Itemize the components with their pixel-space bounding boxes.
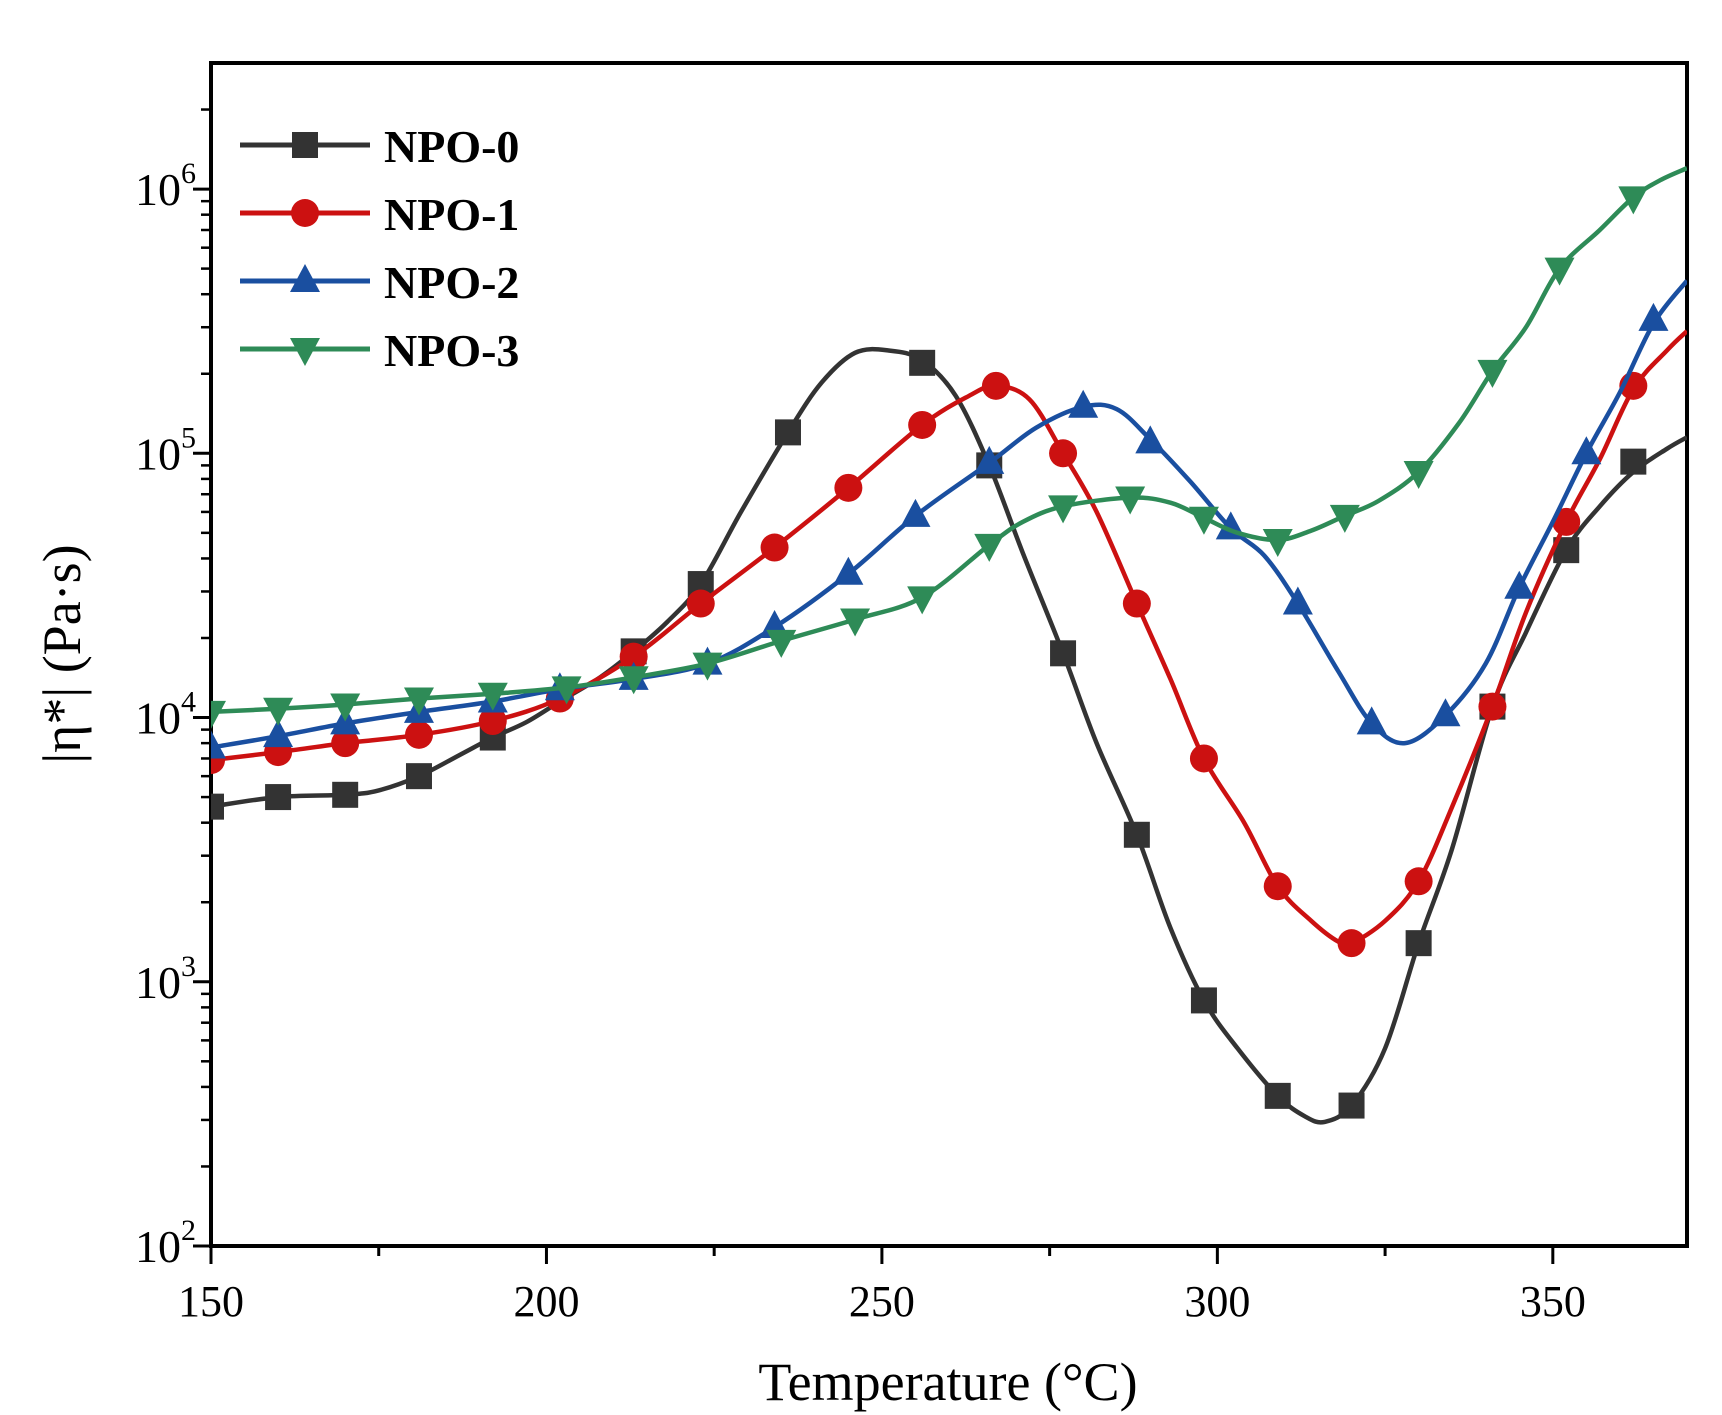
y-tick-label: 105	[135, 421, 196, 479]
data-point-npo-3	[330, 693, 361, 722]
data-point-npo-2	[1430, 698, 1461, 727]
data-point-npo-1	[760, 533, 789, 562]
data-point-npo-3	[1262, 528, 1293, 557]
legend-label: NPO-1	[384, 189, 519, 240]
data-point-npo-0	[1338, 1092, 1365, 1119]
data-point-npo-2	[263, 719, 294, 748]
data-point-npo-1	[686, 589, 715, 618]
data-point-npo-1	[1263, 872, 1292, 901]
plot-area	[209, 61, 1689, 1248]
data-point-npo-0	[1620, 448, 1647, 475]
y-tick-label: 104	[135, 686, 196, 744]
legend-item-npo-1: NPO-1	[240, 189, 519, 240]
legend-marker	[290, 338, 320, 366]
data-point-npo-1	[404, 720, 433, 749]
data-point-npo-2	[1068, 389, 1099, 418]
data-point-npo-2	[900, 498, 931, 527]
data-point-npo-1	[834, 473, 863, 502]
data-point-npo-1	[1404, 867, 1433, 896]
data-point-npo-3	[618, 666, 649, 695]
legend-item-npo-2: NPO-2	[240, 257, 519, 308]
data-point-npo-0	[774, 419, 801, 446]
data-point-npo-3	[1048, 495, 1079, 524]
data-point-npo-3	[1477, 359, 1508, 388]
x-axis-label: Temperature (°C)	[758, 1352, 1137, 1412]
legend-label: NPO-3	[384, 325, 519, 376]
legend-marker	[290, 264, 320, 292]
data-point-npo-0	[1405, 930, 1432, 957]
data-point-npo-2	[1571, 436, 1602, 465]
data-point-npo-2	[974, 445, 1005, 474]
data-point-npo-3	[211, 700, 226, 729]
data-point-npo-1	[1478, 692, 1507, 721]
data-point-npo-3	[263, 697, 294, 726]
data-point-npo-3	[403, 687, 434, 716]
data-point-npo-2	[1638, 302, 1669, 331]
legend-label: NPO-0	[384, 121, 519, 172]
data-point-npo-1	[331, 729, 360, 758]
data-point-npo-2	[1356, 706, 1387, 735]
legend-label: NPO-2	[384, 257, 519, 308]
data-point-npo-0	[332, 781, 359, 808]
y-tick-label: 102	[135, 1214, 196, 1272]
y-tick-label: 103	[135, 950, 196, 1008]
data-point-npo-0	[265, 784, 292, 811]
data-point-npo-1	[908, 410, 937, 439]
data-point-npo-3	[766, 629, 797, 658]
data-point-npo-1	[1552, 507, 1581, 536]
data-point-npo-2	[1135, 425, 1166, 454]
x-tick-label: 200	[513, 1277, 579, 1326]
data-point-npo-0	[1123, 821, 1150, 848]
data-point-npo-2	[1504, 570, 1535, 599]
data-point-npo-2	[833, 556, 864, 585]
y-tick-label: 106	[135, 157, 196, 215]
data-point-npo-0	[211, 793, 224, 820]
data-point-npo-3	[1329, 504, 1360, 533]
data-point-npo-3	[477, 682, 508, 711]
data-point-npo-1	[478, 707, 507, 736]
legend-marker	[292, 132, 318, 158]
data-point-npo-3	[1544, 257, 1575, 286]
data-point-npo-0	[1050, 640, 1077, 667]
y-axis-label: |η*| (Pa·s)	[32, 544, 92, 763]
data-point-npo-1	[1337, 929, 1366, 958]
data-point-npo-2	[1282, 586, 1313, 615]
data-point-npo-1	[619, 642, 648, 671]
data-point-npo-1	[1189, 744, 1218, 773]
x-tick-label: 300	[1184, 1277, 1250, 1326]
data-point-npo-3	[692, 652, 723, 681]
series-npo-3	[211, 166, 1687, 729]
data-point-npo-2	[211, 730, 226, 759]
x-tick-label: 150	[178, 1277, 244, 1326]
legend-marker	[291, 199, 319, 227]
data-point-npo-3	[974, 533, 1005, 562]
data-point-npo-3	[1115, 486, 1146, 515]
data-point-npo-3	[551, 676, 582, 705]
data-point-npo-1	[1122, 589, 1151, 618]
legend-item-npo-0: NPO-0	[240, 121, 519, 172]
data-point-npo-0	[405, 763, 432, 790]
data-point-npo-3	[1403, 460, 1434, 489]
legend-item-npo-3: NPO-3	[240, 325, 519, 376]
data-point-npo-0	[1190, 987, 1217, 1014]
series-line-npo-3	[211, 166, 1687, 715]
data-point-npo-3	[1188, 506, 1219, 535]
data-point-npo-1	[981, 371, 1010, 400]
data-point-npo-0	[1264, 1082, 1291, 1109]
x-tick-label: 350	[1520, 1277, 1586, 1326]
data-point-npo-3	[840, 608, 871, 637]
data-point-npo-3	[1618, 186, 1649, 215]
data-point-npo-0	[909, 349, 936, 376]
legend: NPO-0 NPO-1 NPO-2 NPO-3	[240, 121, 519, 376]
data-point-npo-1	[1049, 439, 1078, 468]
x-tick-label: 250	[849, 1277, 915, 1326]
series-line-npo-1	[211, 329, 1687, 948]
series-line-npo-0	[211, 346, 1687, 1125]
data-point-npo-3	[907, 586, 938, 615]
